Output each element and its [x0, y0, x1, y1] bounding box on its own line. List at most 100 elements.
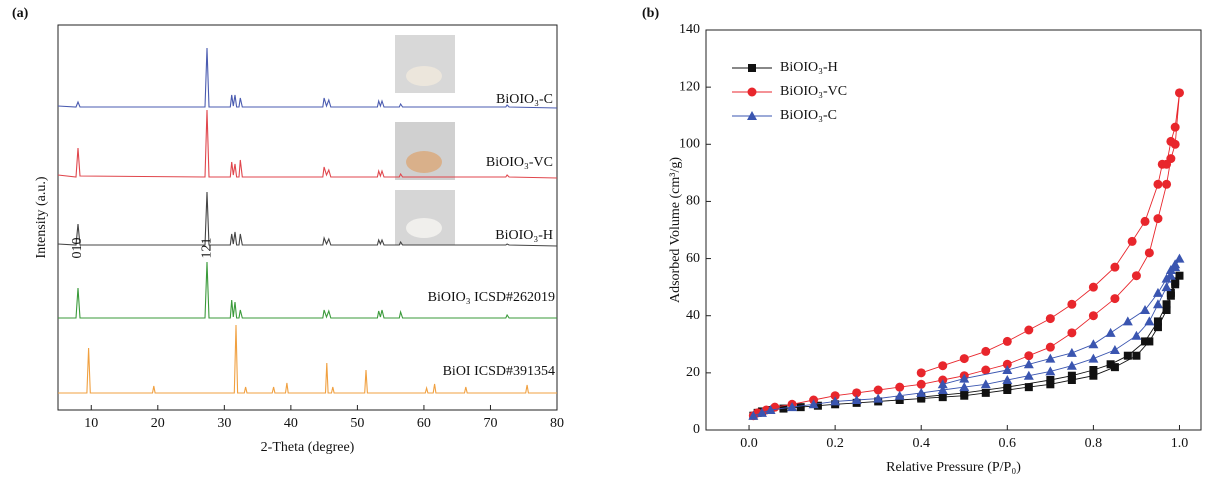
marker: [1141, 337, 1150, 346]
marker: [1024, 383, 1033, 392]
marker: [1045, 366, 1056, 376]
marker: [1024, 325, 1034, 335]
marker: [1109, 345, 1120, 354]
series-label: BiOIO₃-C: [496, 92, 553, 107]
marker: [1157, 159, 1167, 169]
marker: [937, 379, 948, 389]
x-tick-label: 60: [417, 416, 431, 431]
marker: [1110, 262, 1120, 272]
marker: [1045, 353, 1056, 363]
marker: [1166, 288, 1175, 297]
marker: [1131, 330, 1142, 340]
marker: [1002, 336, 1012, 346]
marker: [917, 393, 926, 402]
legend-marker: [748, 64, 756, 72]
marker: [756, 407, 767, 417]
marker: [852, 388, 862, 398]
marker: [959, 382, 970, 392]
marker: [1088, 282, 1098, 292]
marker: [981, 365, 991, 375]
marker: [1161, 273, 1172, 283]
marker: [1131, 271, 1141, 281]
marker: [938, 361, 948, 371]
y-tick-label: 60: [686, 251, 700, 266]
marker: [830, 396, 841, 406]
sample-powder: [406, 66, 442, 86]
marker: [748, 410, 759, 420]
marker: [1153, 317, 1162, 326]
marker: [1174, 88, 1184, 98]
y-tick-label: 40: [686, 308, 700, 323]
marker: [1162, 179, 1172, 189]
series-label: BiOI ICSD#391354: [443, 364, 555, 379]
marker: [1023, 370, 1034, 380]
marker: [916, 368, 926, 378]
x-tick-label: 30: [217, 416, 231, 431]
marker: [1088, 353, 1099, 363]
marker: [1045, 314, 1055, 324]
plot-frame: [57, 24, 558, 411]
marker: [937, 385, 948, 394]
x-tick-label: 50: [350, 416, 364, 431]
x-tick-label: 20: [151, 416, 165, 431]
marker: [1110, 294, 1120, 304]
sample-powder: [406, 218, 442, 238]
series-label: BiOIO₃ ICSD#262019: [428, 290, 555, 305]
marker: [1144, 248, 1154, 258]
marker: [1003, 383, 1012, 392]
peak-label: 121: [199, 238, 214, 259]
x-tick-label: 0.2: [826, 436, 844, 451]
marker: [916, 379, 926, 389]
marker: [895, 396, 904, 404]
marker: [959, 373, 970, 383]
marker: [1110, 363, 1119, 372]
marker: [1024, 351, 1034, 361]
y-tick-label: 20: [686, 365, 700, 380]
y-tick-label: 120: [679, 79, 700, 94]
marker: [916, 387, 927, 397]
marker: [1046, 380, 1055, 389]
x-tick-label: 80: [550, 416, 564, 431]
marker: [1023, 359, 1034, 369]
series-label: BiOIO₃-H: [495, 228, 553, 243]
x-tick-label: 0.4: [912, 436, 930, 451]
legend-label: BiOIO₃-C: [780, 108, 837, 123]
marker: [1152, 299, 1163, 309]
series-line: [753, 258, 1180, 417]
y-tick-label: 100: [679, 137, 700, 152]
series-line: [57, 191, 558, 247]
marker: [1046, 376, 1055, 384]
marker: [851, 395, 862, 404]
marker: [1067, 299, 1077, 309]
marker: [1162, 300, 1171, 309]
series-line: [57, 109, 558, 179]
marker: [1153, 179, 1163, 189]
x-tick-label: 1.0: [1171, 436, 1189, 451]
marker: [1153, 214, 1163, 224]
marker: [1067, 376, 1076, 384]
marker: [1105, 327, 1116, 337]
marker: [938, 393, 947, 402]
marker: [981, 346, 991, 356]
marker: [873, 385, 883, 395]
legend-label: BiOIO₃-VC: [780, 84, 847, 99]
legend-marker: [747, 87, 757, 97]
marker: [787, 402, 798, 412]
y-axis-label: Adsorbed Volume (cm³/g): [668, 157, 683, 303]
marker: [1144, 316, 1155, 326]
y-tick-label: 0: [693, 422, 700, 437]
marker: [1132, 351, 1141, 360]
marker: [1170, 259, 1181, 269]
marker: [1140, 216, 1150, 226]
marker: [1122, 316, 1133, 326]
marker: [765, 405, 776, 414]
legend-marker: [747, 111, 757, 120]
marker: [1140, 305, 1151, 314]
marker: [1089, 371, 1098, 380]
series-label: BiOIO₃-VC: [486, 155, 553, 170]
sample-powder: [406, 151, 442, 173]
marker: [808, 399, 819, 409]
marker: [1106, 360, 1115, 369]
x-tick-label: 0.6: [999, 436, 1017, 451]
x-tick-label: 40: [284, 416, 298, 431]
